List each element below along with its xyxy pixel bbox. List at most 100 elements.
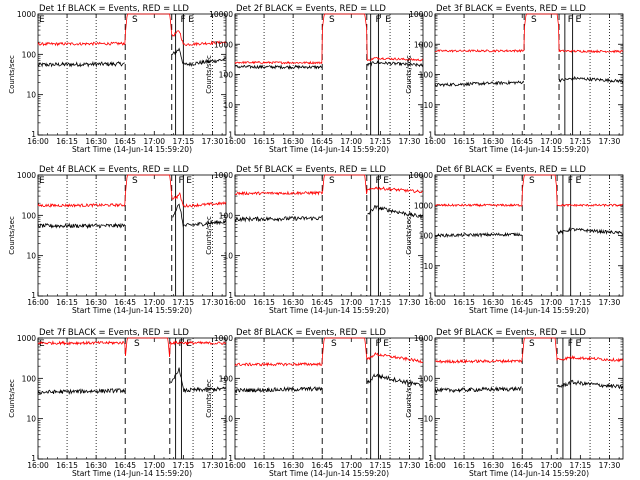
chart-panel: Det 4f BLACK = Events, RED = LLD 1 10 100 10… — [8, 165, 227, 315]
x-tick-label: 17:00 — [540, 461, 562, 470]
y-tick-label: 1000 — [214, 334, 233, 343]
series-line-lld — [234, 13, 424, 65]
y-tick-label: 100 — [22, 50, 37, 59]
x-tick-label: 17:30 — [202, 461, 224, 470]
flag-label-f: F — [568, 15, 573, 25]
y-tick-label: 1000 — [214, 171, 233, 180]
x-tick-label: 16:45 — [511, 461, 533, 470]
y-tick-label: 10000 — [409, 171, 433, 180]
x-tick-label: 16:45 — [114, 298, 136, 307]
y-axis-label: Counts/sec — [205, 379, 213, 418]
flag-label-s: S — [529, 339, 535, 349]
y-tick-label: 100 — [419, 232, 434, 241]
x-axis-label: Start Time (14-Jun-14 15:59:20) — [469, 469, 589, 478]
y-tick-label: 1000 — [17, 171, 36, 180]
x-axis-label: Start Time (14-Jun-14 15:59:20) — [469, 145, 589, 154]
chart-panel: Det 2f BLACK = Events, RED = LLD 1 10 100 10… — [205, 4, 424, 154]
series-line-events — [170, 367, 227, 394]
x-tick-label: 17:30 — [202, 298, 224, 307]
y-tick-label: 100 — [219, 71, 234, 80]
chart-panel: Det 3f BLACK = Events, RED = LLD 1 10 100 10… — [405, 4, 624, 154]
flag-label-e: E — [188, 15, 194, 25]
y-tick-label: 10000 — [209, 10, 233, 19]
flag-label-f: F — [568, 339, 573, 349]
flag-label-e: E — [39, 176, 45, 186]
chart-panel: Det 8f BLACK = Events, RED = LLD 1 10 100 10… — [205, 328, 424, 478]
x-tick-label: 17:15 — [370, 137, 392, 146]
x-tick-label: 17:15 — [570, 137, 592, 146]
x-tick-label: 17:00 — [340, 298, 362, 307]
y-axis-label: Counts/sec — [205, 216, 213, 255]
flag-label-e: E — [383, 339, 389, 349]
flag-label-e: E — [576, 15, 582, 25]
x-tick-label: 16:30 — [482, 137, 504, 146]
y-tick-label: 10 — [26, 252, 36, 261]
x-tick-label: 16:30 — [282, 461, 304, 470]
chart-title: Det 8f BLACK = Events, RED = LLD — [236, 328, 386, 338]
series-line-events — [37, 60, 125, 68]
x-tick-label: 17:15 — [370, 298, 392, 307]
series-line-lld — [435, 13, 624, 54]
x-tick-label: 17:30 — [399, 137, 421, 146]
x-tick-label: 17:30 — [599, 461, 621, 470]
series-line-events — [434, 79, 525, 88]
y-axis-label: Counts/sec — [8, 216, 16, 255]
y-tick-label: 1000 — [17, 10, 36, 19]
x-tick-label: 16:15 — [253, 298, 275, 307]
flag-label-e: E — [576, 339, 582, 349]
x-tick-label: 17:30 — [599, 298, 621, 307]
flag-label-e: E — [186, 339, 192, 349]
y-tick-label: 10 — [223, 101, 233, 110]
plot-frame — [37, 13, 227, 136]
y-tick-label: 1000 — [414, 201, 433, 210]
x-tick-label: 17:15 — [173, 461, 195, 470]
y-tick-label: 1 — [428, 130, 433, 139]
flag-label-f: F — [376, 339, 381, 349]
y-tick-label: 1 — [228, 291, 233, 300]
y-tick-label: 1000 — [414, 334, 433, 343]
x-tick-label: 17:00 — [143, 137, 165, 146]
flag-label-s: S — [132, 15, 138, 25]
x-tick-label: 16:45 — [311, 298, 333, 307]
flag-label-e: E — [383, 176, 389, 186]
x-tick-label: 16:00 — [27, 298, 49, 307]
chart-title: Det 7f BLACK = Events, RED = LLD — [39, 328, 189, 338]
plot-frame — [234, 13, 424, 136]
flag-label-s: S — [531, 15, 537, 25]
series-line-events — [556, 379, 624, 390]
x-tick-label: 16:00 — [424, 298, 446, 307]
series-line-events — [558, 75, 624, 84]
chart-title: Det 6f BLACK = Events, RED = LLD — [436, 165, 586, 175]
plot-frame — [234, 174, 424, 297]
y-tick-label: 1000 — [414, 40, 433, 49]
y-tick-label: 10 — [223, 415, 233, 424]
y-tick-label: 100 — [22, 211, 37, 220]
y-tick-label: 1 — [228, 454, 233, 463]
x-tick-label: 16:30 — [85, 461, 107, 470]
chart-panel: Det 6f BLACK = Events, RED = LLD 1 10 100 10… — [405, 165, 624, 315]
y-axis-label: Counts/sec — [8, 379, 16, 418]
series-line-events — [37, 387, 126, 395]
y-tick-label: 10 — [223, 252, 233, 261]
y-tick-label: 1000 — [214, 40, 233, 49]
x-tick-label: 16:15 — [253, 461, 275, 470]
x-axis-label: Start Time (14-Jun-14 15:59:20) — [469, 306, 589, 315]
y-axis-label: Counts/sec — [205, 55, 213, 94]
y-tick-label: 10 — [423, 415, 433, 424]
chart-panel: Det 5f BLACK = Events, RED = LLD 1 10 100 10… — [205, 165, 424, 315]
plot-frame — [434, 337, 624, 460]
x-axis-label: Start Time (14-Jun-14 15:59:20) — [269, 306, 389, 315]
x-axis-label: Start Time (14-Jun-14 15:59:20) — [72, 306, 192, 315]
y-tick-label: 1 — [31, 130, 36, 139]
series-line-lld — [434, 337, 624, 364]
x-tick-label: 17:00 — [143, 298, 165, 307]
series-line-lld — [37, 174, 227, 209]
series-line-events — [434, 385, 523, 394]
x-tick-label: 16:30 — [85, 137, 107, 146]
x-tick-label: 17:00 — [540, 137, 562, 146]
x-tick-label: 17:30 — [399, 298, 421, 307]
series-line-events — [234, 385, 323, 394]
chart-title: Det 4f BLACK = Events, RED = LLD — [39, 165, 189, 175]
flag-label-e: E — [39, 15, 45, 25]
